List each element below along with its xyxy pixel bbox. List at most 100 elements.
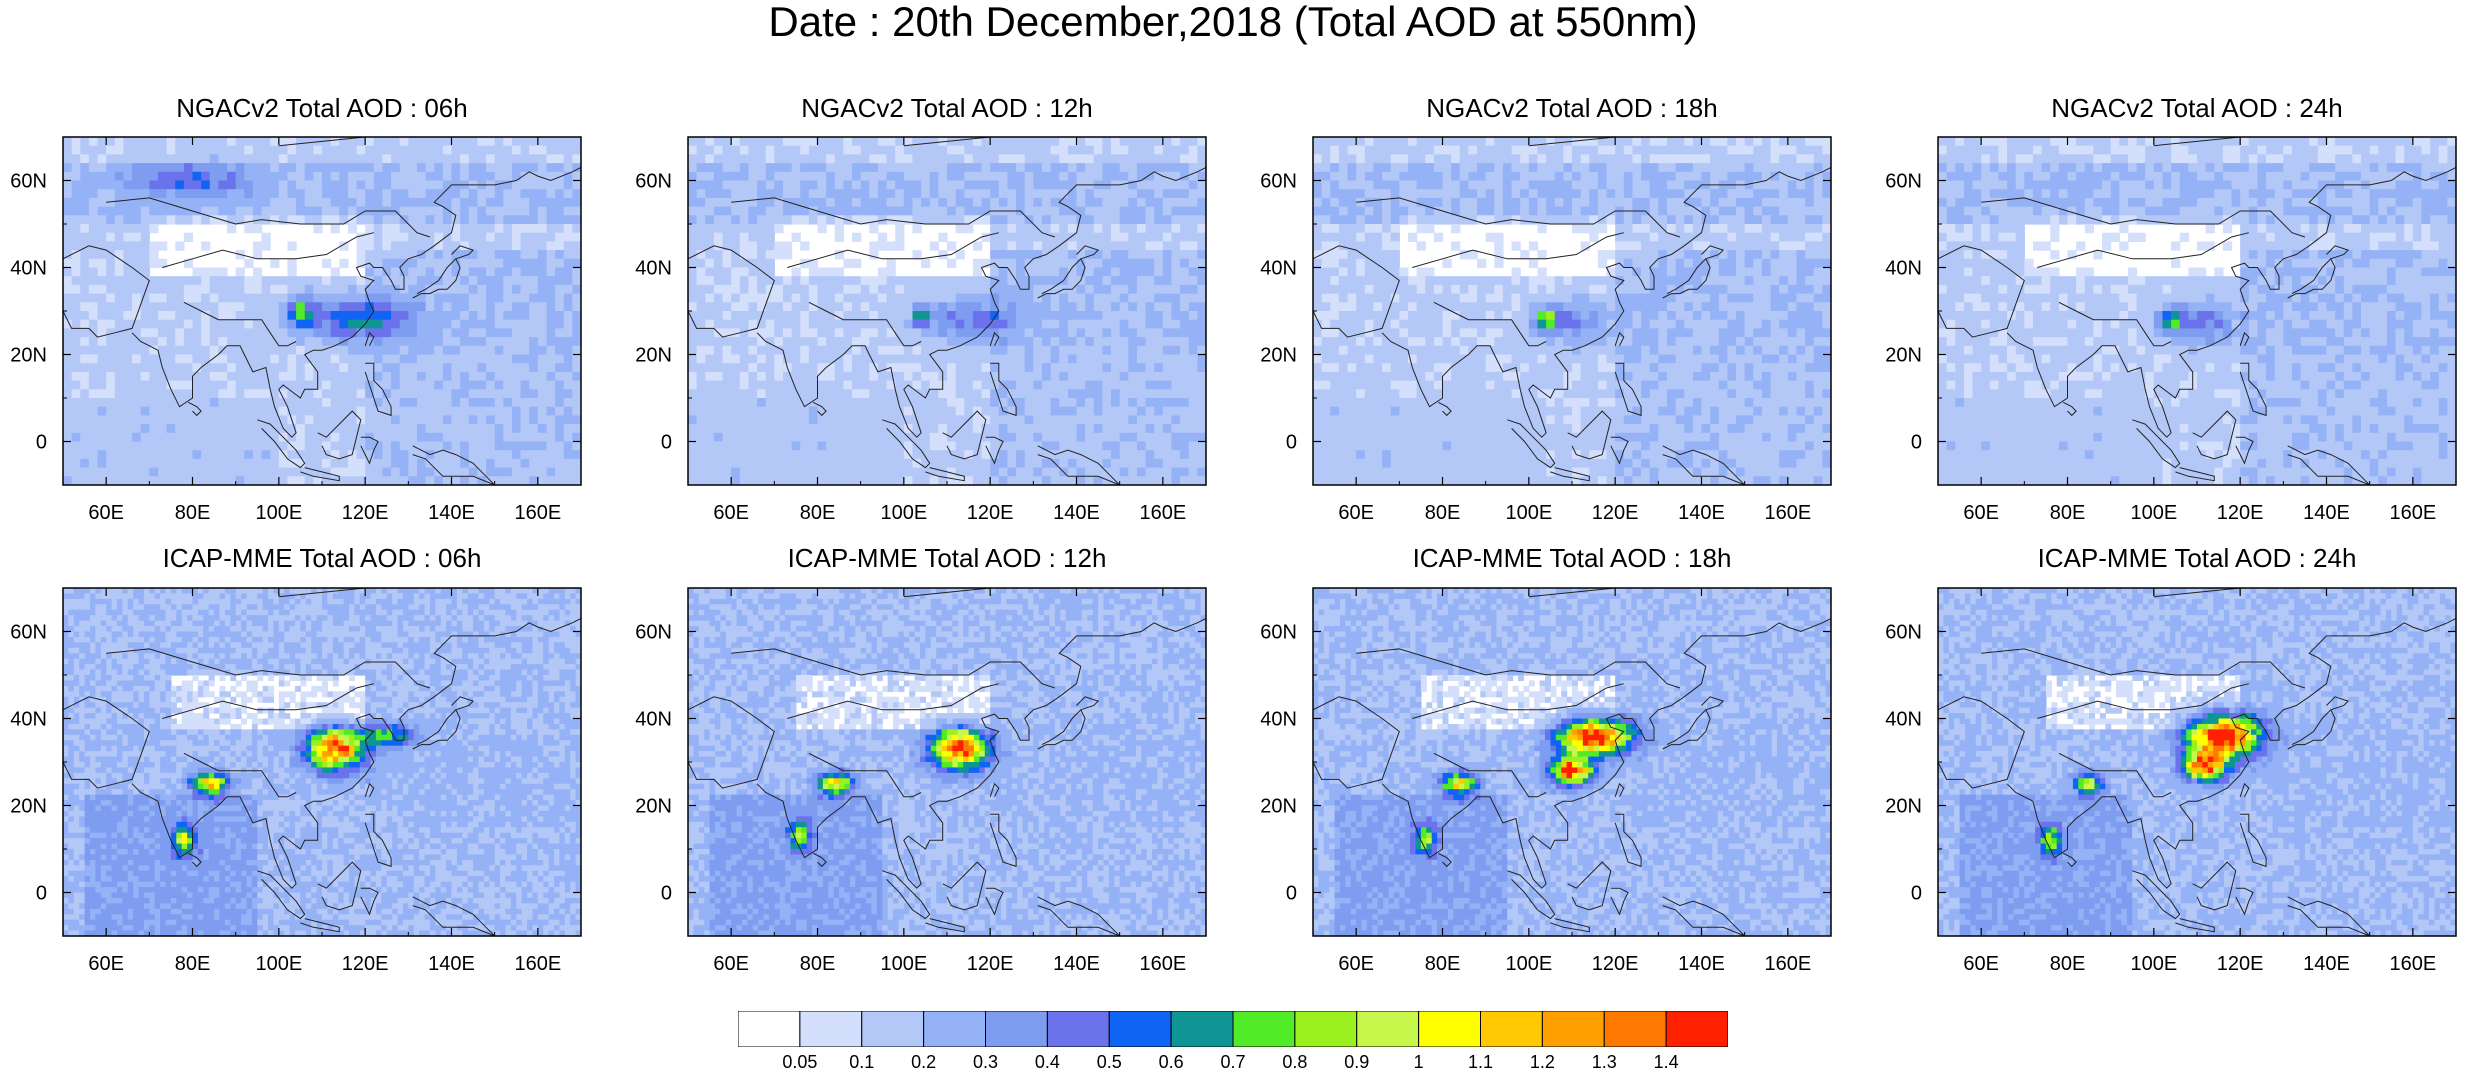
lat-tick-label: 20N — [635, 345, 672, 367]
lon-tick-label: 80E — [800, 953, 836, 975]
lon-tick-label: 160E — [514, 502, 561, 524]
lat-tick-label: 60N — [1260, 171, 1297, 193]
panel-title: ICAP-MME Total AOD : 18h — [1292, 543, 1852, 573]
lat-tick-label: 60N — [1885, 171, 1922, 193]
colorbar-label: 0.8 — [1282, 1052, 1307, 1073]
panel-title: NGACv2 Total AOD : 24h — [1917, 93, 2466, 123]
colorbar-swatch — [1666, 1011, 1728, 1047]
lon-tick-label: 100E — [1505, 502, 1552, 524]
colorbar-label: 0.2 — [911, 1052, 936, 1073]
lat-tick-label: 40N — [1260, 709, 1297, 731]
lon-tick-label: 100E — [2130, 953, 2177, 975]
panel-title: NGACv2 Total AOD : 12h — [667, 93, 1227, 123]
aod-field — [63, 137, 582, 486]
main-title: Date : 20th December,2018 (Total AOD at … — [0, 0, 2466, 44]
lon-tick-label: 60E — [713, 502, 749, 524]
colorbar-swatch — [1171, 1011, 1233, 1047]
colorbar-swatch — [800, 1011, 862, 1047]
lon-tick-label: 160E — [2389, 953, 2436, 975]
lon-tick-label: 120E — [967, 953, 1014, 975]
panel-title: ICAP-MME Total AOD : 24h — [1917, 543, 2466, 573]
colorbar-swatch — [986, 1011, 1048, 1047]
lon-tick-label: 160E — [514, 953, 561, 975]
lon-tick-label: 120E — [342, 953, 389, 975]
lat-tick-label: 0 — [36, 432, 47, 454]
lon-tick-label: 100E — [255, 502, 302, 524]
aod-field — [1313, 137, 1832, 486]
colorbar-swatch — [1481, 1011, 1543, 1047]
colorbar-swatch — [924, 1011, 986, 1047]
lon-tick-label: 60E — [88, 953, 124, 975]
lat-tick-label: 0 — [661, 883, 672, 905]
lat-tick-label: 0 — [1286, 883, 1297, 905]
lon-tick-label: 160E — [2389, 502, 2436, 524]
lat-tick-label: 40N — [635, 258, 672, 280]
lat-tick-label: 40N — [1885, 709, 1922, 731]
colorbar-label: 0.05 — [782, 1052, 817, 1073]
lon-tick-label: 140E — [2303, 502, 2350, 524]
colorbar-label: 0.1 — [849, 1052, 874, 1073]
lat-tick-label: 20N — [1885, 345, 1922, 367]
lon-tick-label: 80E — [175, 953, 211, 975]
lon-tick-label: 140E — [1678, 502, 1725, 524]
lon-tick-label: 60E — [1338, 953, 1374, 975]
colorbar-swatch — [1542, 1011, 1604, 1047]
panel-title: ICAP-MME Total AOD : 12h — [667, 543, 1227, 573]
lat-tick-label: 60N — [635, 171, 672, 193]
lon-tick-label: 140E — [428, 502, 475, 524]
lon-tick-label: 60E — [1963, 502, 1999, 524]
aod-field — [688, 137, 1207, 486]
colorbar-swatch — [1233, 1011, 1295, 1047]
colorbar-label: 1.2 — [1530, 1052, 1555, 1073]
colorbar — [738, 1011, 1728, 1047]
lon-tick-label: 100E — [880, 953, 927, 975]
colorbar-swatch — [1047, 1011, 1109, 1047]
lat-tick-label: 0 — [661, 432, 672, 454]
colorbar-label: 1 — [1414, 1052, 1424, 1073]
lon-tick-label: 60E — [713, 953, 749, 975]
aod-field — [688, 588, 1207, 937]
lat-tick-label: 40N — [1885, 258, 1922, 280]
lon-tick-label: 80E — [1425, 502, 1461, 524]
lon-tick-label: 160E — [1139, 953, 1186, 975]
lon-tick-label: 60E — [1963, 953, 1999, 975]
lon-tick-label: 100E — [880, 502, 927, 524]
lat-tick-label: 40N — [1260, 258, 1297, 280]
lat-tick-label: 60N — [1260, 622, 1297, 644]
aod-field — [1938, 137, 2457, 486]
colorbar-label: 0.7 — [1220, 1052, 1245, 1073]
lon-tick-label: 100E — [255, 953, 302, 975]
colorbar-label: 0.5 — [1097, 1052, 1122, 1073]
lon-tick-label: 160E — [1764, 502, 1811, 524]
lat-tick-label: 40N — [10, 709, 47, 731]
lat-tick-label: 0 — [36, 883, 47, 905]
lon-tick-label: 140E — [428, 953, 475, 975]
colorbar-swatch — [1419, 1011, 1481, 1047]
lat-tick-label: 40N — [10, 258, 47, 280]
lon-tick-label: 140E — [2303, 953, 2350, 975]
lon-tick-label: 80E — [2050, 953, 2086, 975]
colorbar-label: 0.9 — [1344, 1052, 1369, 1073]
lon-tick-label: 60E — [88, 502, 124, 524]
lon-tick-label: 120E — [1592, 953, 1639, 975]
lat-tick-label: 60N — [1885, 622, 1922, 644]
panel-title: NGACv2 Total AOD : 06h — [42, 93, 602, 123]
colorbar-swatch — [1109, 1011, 1171, 1047]
panel-title: ICAP-MME Total AOD : 06h — [42, 543, 602, 573]
lat-tick-label: 20N — [635, 796, 672, 818]
lat-tick-label: 0 — [1286, 432, 1297, 454]
lat-tick-label: 60N — [10, 622, 47, 644]
lon-tick-label: 80E — [800, 502, 836, 524]
aod-field — [1938, 588, 2457, 937]
colorbar-label: 1.4 — [1654, 1052, 1679, 1073]
aod-field — [63, 588, 582, 937]
aod-field — [1313, 588, 1832, 937]
